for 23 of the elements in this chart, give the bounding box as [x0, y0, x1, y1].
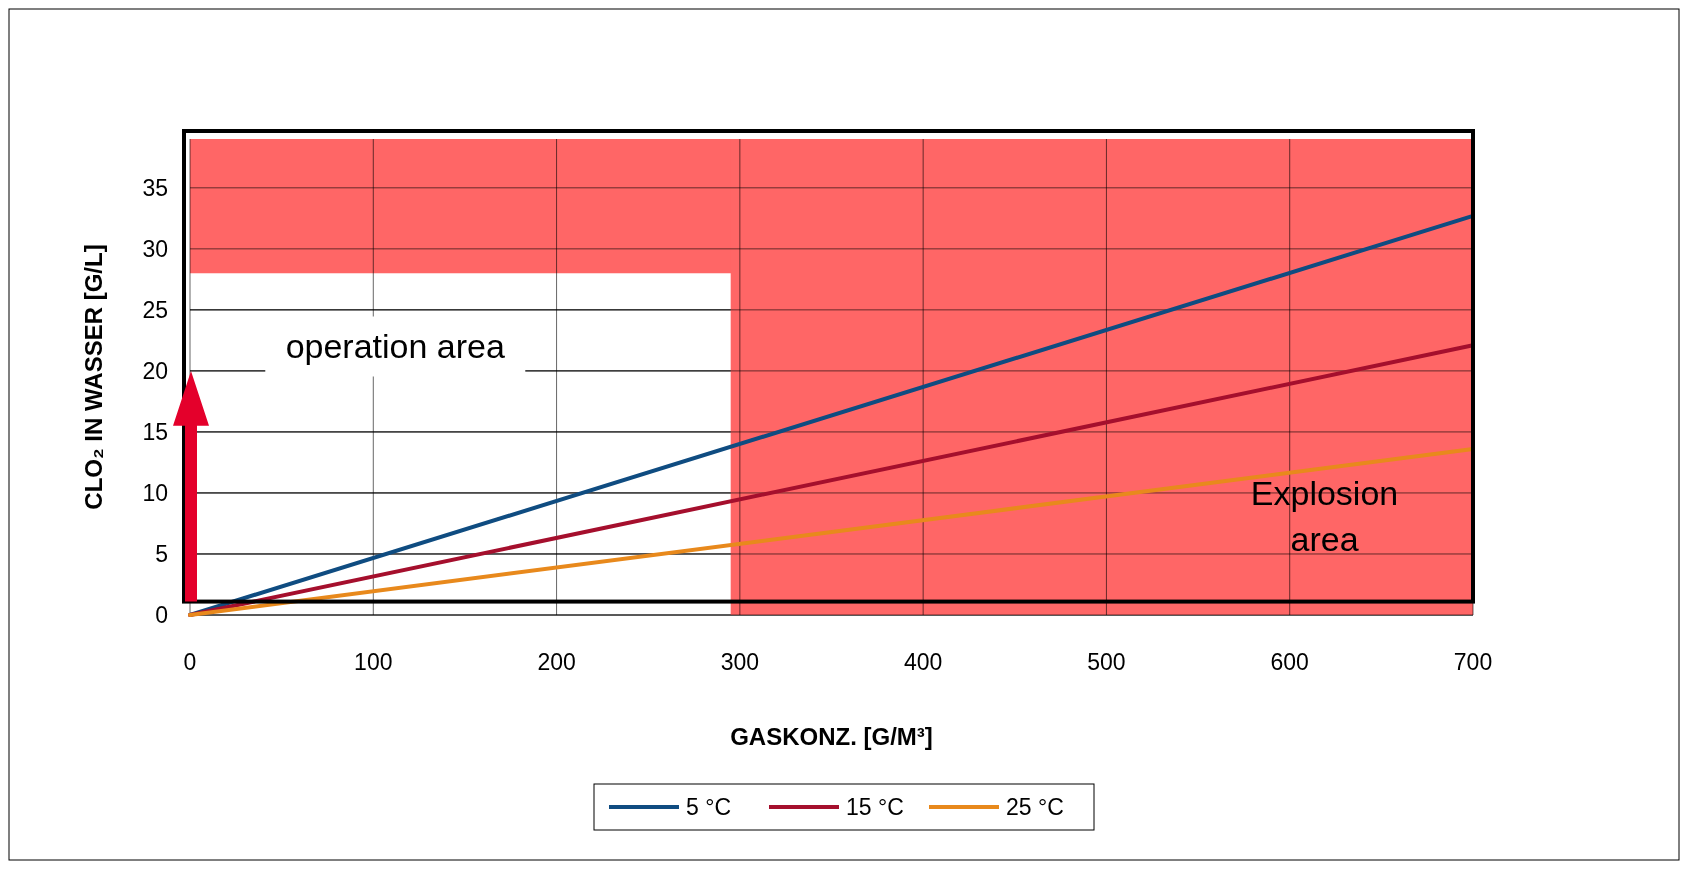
- x-tick-label: 600: [1270, 649, 1309, 675]
- x-tick-label: 200: [537, 649, 576, 675]
- legend-label: 5 °C: [686, 794, 731, 820]
- annotation: operation area: [285, 327, 505, 366]
- legend-label: 15 °C: [846, 794, 904, 820]
- x-tick-label: 500: [1087, 649, 1126, 675]
- y-tick-label: 5: [155, 540, 168, 567]
- legend-label: 25 °C: [1006, 794, 1064, 820]
- y-tick-label: 30: [142, 235, 168, 262]
- y-tick-label: 25: [142, 296, 168, 323]
- y-tick-label: 20: [142, 357, 168, 384]
- x-tick-label: 400: [903, 649, 943, 675]
- y-tick-label: 10: [142, 479, 168, 506]
- x-tick-label: 100: [354, 649, 393, 675]
- x-tick-label: 700: [1453, 649, 1493, 675]
- y-axis-title: CLO₂ IN WASSER [G/L]: [80, 244, 107, 510]
- y-tick-label: 35: [142, 174, 168, 201]
- x-tick-label: 300: [720, 649, 760, 675]
- y-tick-label: 15: [142, 418, 168, 445]
- y-tick-label: 0: [155, 602, 168, 628]
- band-label: Explosion area: [1250, 474, 1399, 558]
- x-axis-title: GASKONZ. [G/M³]: [730, 723, 933, 750]
- x-tick-label: 0: [183, 649, 197, 675]
